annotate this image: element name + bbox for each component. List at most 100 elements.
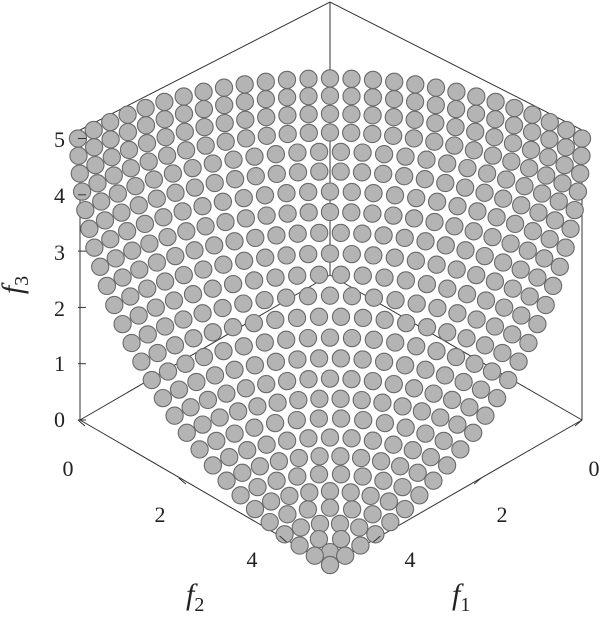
data-point — [194, 82, 213, 101]
data-point — [118, 122, 138, 142]
data-point — [165, 406, 184, 425]
data-point — [416, 232, 435, 251]
data-point — [521, 140, 541, 160]
data-point — [278, 204, 297, 223]
data-point — [213, 298, 232, 318]
f2-axis-label-sub: 2 — [194, 594, 204, 616]
data-point — [363, 371, 383, 391]
data-point — [234, 337, 253, 356]
data-point — [386, 290, 405, 310]
data-point — [410, 486, 429, 505]
data-point — [568, 182, 588, 201]
data-point — [331, 223, 350, 243]
data-point — [352, 163, 372, 182]
data-point — [445, 217, 464, 236]
data-point — [384, 126, 403, 145]
data-point — [425, 132, 444, 151]
data-point — [374, 352, 394, 371]
data-point — [373, 393, 392, 412]
data-point — [436, 236, 455, 255]
data-point — [91, 257, 110, 276]
data-point — [277, 184, 296, 203]
data-point — [385, 248, 404, 267]
data-point — [436, 173, 455, 193]
data-point — [353, 143, 372, 162]
data-point — [309, 307, 329, 326]
data-point — [268, 393, 287, 412]
data-point — [132, 352, 151, 371]
data-point — [225, 360, 244, 379]
data-point — [505, 98, 524, 118]
data-point — [205, 236, 224, 255]
data-point — [85, 238, 104, 257]
data-point — [223, 318, 243, 337]
data-point — [417, 274, 437, 294]
data-point — [234, 188, 253, 208]
data-point — [289, 448, 309, 468]
data-point — [187, 372, 206, 392]
data-point — [256, 248, 275, 267]
data-point — [299, 87, 318, 106]
data-point — [366, 525, 385, 544]
data-point — [557, 120, 576, 140]
data-point — [465, 354, 484, 373]
data-point — [153, 388, 173, 408]
data-point — [175, 122, 194, 141]
data-point — [139, 152, 158, 171]
data-point — [331, 447, 350, 466]
data-point — [487, 388, 507, 408]
data-point — [278, 124, 297, 144]
data-point — [299, 244, 318, 264]
data-point — [203, 154, 222, 173]
data-point — [501, 234, 520, 253]
f3-tick-3: 3 — [54, 240, 65, 265]
data-point — [320, 104, 340, 124]
data-point — [245, 499, 265, 519]
data-point — [236, 110, 255, 129]
data-point — [193, 415, 212, 434]
data-point — [320, 202, 340, 222]
data-point — [342, 69, 361, 88]
data-point — [266, 145, 286, 164]
data-point — [288, 266, 307, 285]
data-point — [288, 467, 307, 486]
data-point — [92, 192, 111, 211]
data-point — [571, 164, 590, 183]
data-point — [426, 113, 445, 133]
data-point — [97, 276, 117, 296]
data-point — [486, 92, 505, 112]
data-point — [427, 192, 447, 211]
data-point — [565, 200, 584, 220]
data-point — [300, 483, 319, 502]
data-point — [336, 546, 355, 565]
data-point — [203, 279, 222, 298]
data-point — [214, 78, 234, 97]
data-point — [183, 158, 202, 178]
data-point — [424, 471, 443, 490]
data-point — [442, 390, 462, 410]
data-point — [494, 189, 513, 208]
data-point — [236, 129, 256, 148]
data-point — [310, 223, 329, 243]
data-point — [342, 203, 361, 222]
data-point — [169, 380, 189, 399]
data-point — [416, 424, 435, 443]
data-point — [363, 431, 383, 450]
data-point — [174, 104, 194, 123]
data-point — [460, 398, 479, 417]
data-point — [471, 380, 491, 399]
data-point — [238, 441, 257, 460]
data-point — [342, 182, 361, 202]
data-point — [148, 343, 167, 363]
data-point — [223, 274, 243, 294]
data-point — [220, 448, 239, 467]
data-point — [504, 116, 524, 135]
data-point — [203, 323, 222, 342]
data-point — [407, 337, 426, 356]
data-point — [320, 86, 340, 105]
data-point — [511, 260, 530, 279]
data-point — [379, 492, 399, 511]
data-point — [572, 146, 591, 165]
data-point — [342, 123, 361, 143]
data-point — [147, 189, 166, 208]
